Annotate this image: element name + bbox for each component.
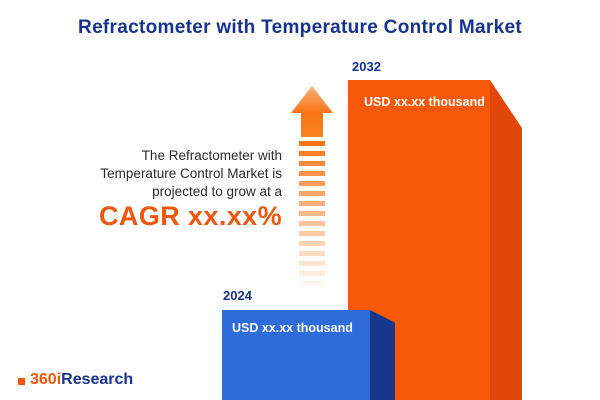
brand-logo: 360iResearch <box>18 371 133 389</box>
annotation-line-2: Temperature Control Market is <box>100 166 282 181</box>
bar-2032-side <box>490 80 522 400</box>
growth-annotation: The Refractometer with Temperature Contr… <box>22 147 282 231</box>
bar-2024-value-label: USD xx.xx thousand <box>232 321 353 335</box>
logo-square-icon <box>18 377 25 385</box>
logo-text-360i: 360i <box>30 371 62 388</box>
growth-arrow-shaft <box>301 112 323 137</box>
bar-2024-year-label: 2024 <box>223 288 252 303</box>
logo-text-research: Research <box>61 371 134 388</box>
bar-2024-side <box>370 310 395 400</box>
bar-2032-year-label: 2032 <box>352 59 381 74</box>
annotation-line-1: The Refractometer with <box>141 148 282 163</box>
growth-arrow-dashed-tail <box>299 141 325 287</box>
bar-2032-value-label: USD xx.xx thousand <box>364 95 485 109</box>
logo-text: 360iResearch <box>30 371 133 389</box>
annotation-line-3: projected to grow at a <box>152 184 282 199</box>
page-title: Refractometer with Temperature Control M… <box>78 17 522 38</box>
bar-2024 <box>222 310 370 400</box>
cagr-value: CAGR xx.xx% <box>99 201 282 231</box>
growth-arrow-icon <box>291 86 333 113</box>
